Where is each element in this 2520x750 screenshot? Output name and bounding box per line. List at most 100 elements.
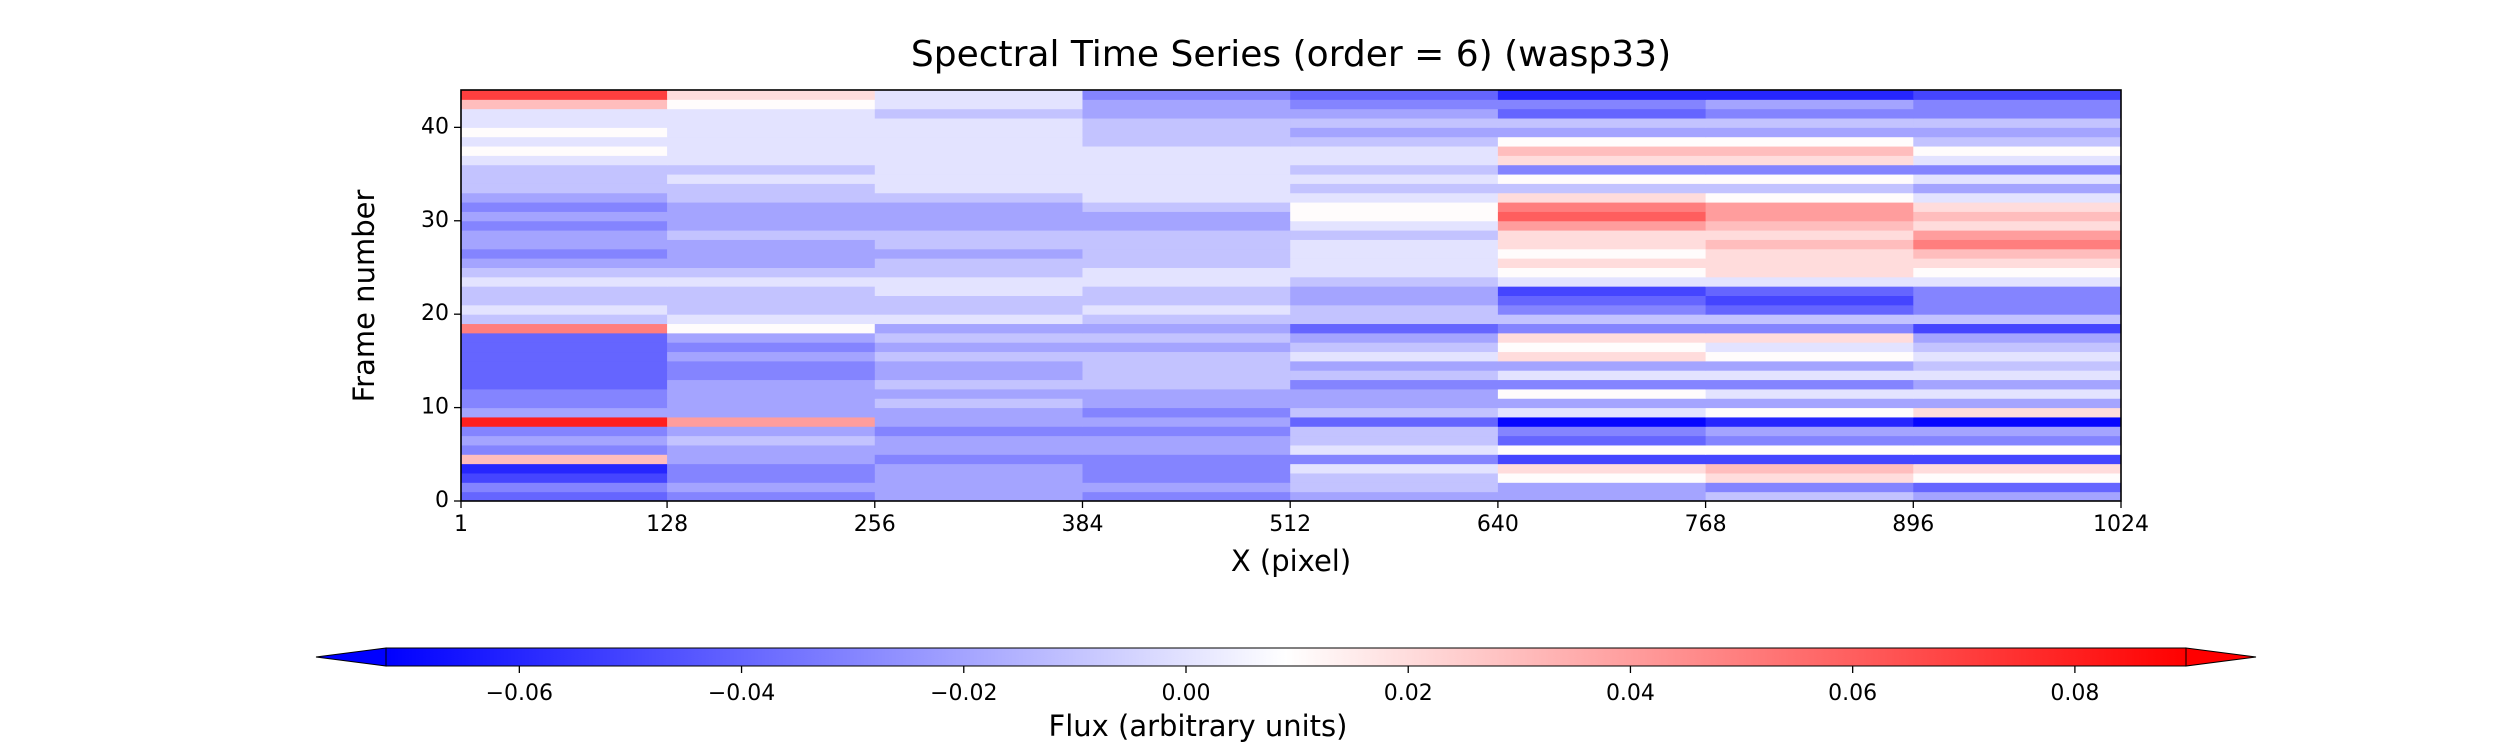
heatmap-cell — [1290, 183, 1499, 194]
heatmap-cell — [1082, 426, 1291, 437]
heatmap-cell — [667, 360, 876, 371]
heatmap-cell — [1082, 407, 1291, 418]
heatmap-cell — [1497, 472, 1707, 483]
heatmap-cell — [1705, 202, 1914, 212]
heatmap-cell — [1913, 444, 2122, 455]
heatmap-cell — [1082, 454, 1291, 465]
heatmap-cell — [1497, 220, 1707, 231]
heatmap-cell — [1913, 314, 2122, 325]
heatmap-cell — [461, 463, 668, 474]
heatmap-cell — [1082, 435, 1291, 446]
heatmap-cell — [1082, 183, 1291, 194]
heatmap-cell — [874, 454, 1083, 465]
colorbar-extend-max — [2185, 647, 2257, 667]
heatmap-cell — [667, 398, 876, 409]
heatmap-cell — [874, 155, 1083, 166]
heatmap-cell — [667, 304, 876, 315]
heatmap-cell — [1082, 444, 1291, 455]
heatmap-cell — [1082, 491, 1291, 502]
heatmap-cell — [1082, 463, 1291, 474]
heatmap-cell — [461, 444, 668, 455]
heatmap-cell — [1705, 136, 1914, 147]
heatmap-cell — [1082, 146, 1291, 156]
heatmap-cell — [1497, 314, 1707, 325]
heatmap-cell — [667, 239, 876, 250]
heatmap-cell — [667, 99, 876, 110]
heatmap-cell — [461, 99, 668, 110]
heatmap-cell — [1913, 220, 2122, 231]
heatmap-cell — [1082, 239, 1291, 250]
heatmap-cell — [461, 230, 668, 240]
heatmap-cell — [461, 286, 668, 296]
heatmap-cell — [874, 90, 1083, 100]
heatmap-cell — [1913, 202, 2122, 212]
heatmap-cell — [1705, 286, 1914, 296]
heatmap-cell — [1497, 463, 1707, 474]
heatmap-cell — [461, 454, 668, 465]
heatmap-cell — [1913, 304, 2122, 315]
heatmap-cell — [1913, 183, 2122, 194]
heatmap-cell — [874, 267, 1083, 278]
heatmap-cell — [1705, 230, 1914, 240]
heatmap-cell — [874, 398, 1083, 409]
heatmap-cell — [461, 127, 668, 138]
heatmap-cell — [1497, 426, 1707, 437]
heatmap-cell — [1497, 295, 1707, 306]
heatmap-cell — [461, 183, 668, 194]
heatmap-cell — [1913, 472, 2122, 483]
heatmap-cell — [1290, 398, 1499, 409]
heatmap-cell — [461, 398, 668, 409]
heatmap-cell — [461, 482, 668, 493]
heatmap-cell — [1913, 127, 2122, 138]
heatmap-cell — [1913, 90, 2122, 100]
heatmap-cell — [1705, 416, 1914, 427]
heatmap-cell — [1082, 276, 1291, 287]
heatmap-cell — [874, 248, 1083, 259]
heatmap-cell — [1290, 286, 1499, 296]
heatmap-cell — [667, 342, 876, 353]
heatmap-cell — [461, 304, 668, 315]
heatmap-cell — [1497, 174, 1707, 184]
heatmap-cell — [874, 108, 1083, 119]
heatmap-cell — [1705, 454, 1914, 465]
heatmap-cell — [1705, 183, 1914, 194]
heatmap-cell — [461, 174, 668, 184]
heatmap-cell — [874, 127, 1083, 138]
heatmap-cell — [667, 146, 876, 156]
heatmap-cell — [1290, 416, 1499, 427]
heatmap-cell — [874, 463, 1083, 474]
colorbar-extend-min — [315, 647, 387, 667]
heatmap-cell — [1705, 108, 1914, 119]
heatmap-cell — [1913, 295, 2122, 306]
heatmap-cell — [1290, 211, 1499, 222]
heatmap-cell — [667, 230, 876, 240]
heatmap-cell — [667, 286, 876, 296]
heatmap-cell — [1082, 127, 1291, 138]
heatmap-cell — [1913, 267, 2122, 278]
heatmap-cell — [874, 351, 1083, 362]
heatmap-cell — [1082, 108, 1291, 119]
colorbar-label: Flux (arbitrary units) — [1049, 709, 1348, 743]
heatmap-cell — [874, 472, 1083, 483]
heatmap-cell — [1913, 342, 2122, 353]
heatmap-cell — [461, 416, 668, 427]
x-tick-label: 896 — [1892, 512, 1934, 537]
heatmap-cell — [461, 472, 668, 483]
heatmap-cell — [1913, 118, 2122, 128]
heatmap-cell — [1497, 239, 1707, 250]
heatmap-cell — [1082, 351, 1291, 362]
heatmap-cell — [1290, 118, 1499, 128]
y-tick-label: 20 — [421, 301, 449, 326]
heatmap-cell — [1705, 155, 1914, 166]
heatmap-cell — [461, 267, 668, 278]
heatmap-cell — [1497, 90, 1707, 100]
plot-frame — [460, 89, 2122, 502]
heatmap-cell — [1913, 323, 2122, 334]
heatmap-cell — [1290, 220, 1499, 231]
heatmap-cell — [1290, 435, 1499, 446]
x-tick-label: 1024 — [2093, 512, 2149, 537]
heatmap-cell — [461, 426, 668, 437]
heatmap-cell — [461, 388, 668, 399]
heatmap-cell — [1913, 407, 2122, 418]
